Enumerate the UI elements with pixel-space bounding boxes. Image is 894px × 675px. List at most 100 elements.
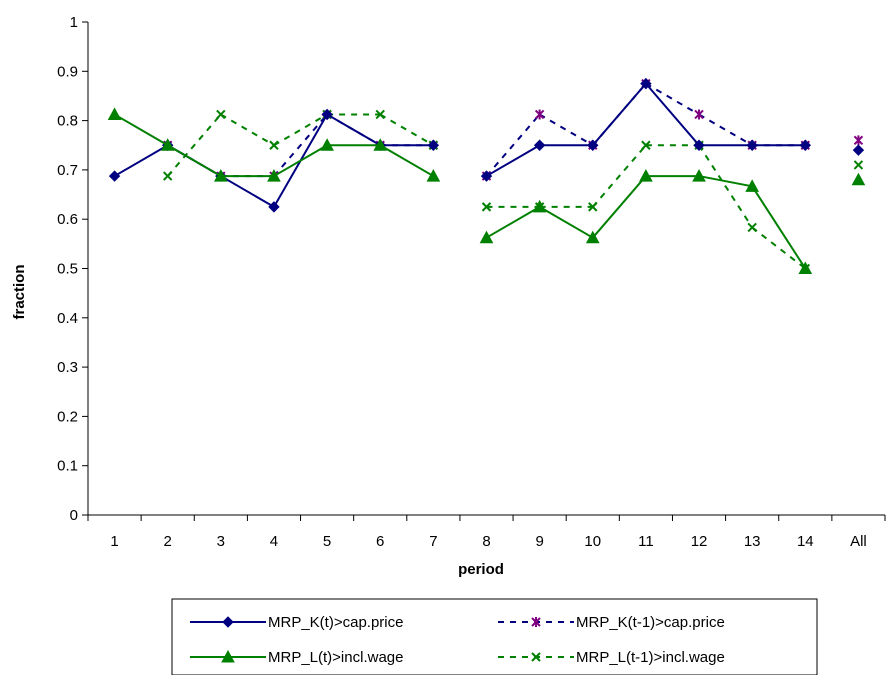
y-tick-label: 0.5: [57, 261, 78, 278]
legend-item: MRP_K(t)>cap.price: [190, 614, 403, 631]
data-point: [320, 138, 334, 151]
data-point: [481, 202, 492, 212]
x-tick-label: 13: [744, 533, 761, 550]
data-point: [694, 109, 704, 120]
series-line-segment: [751, 185, 807, 270]
y-tick-label: 0.4: [57, 310, 78, 327]
series-line-segment: [166, 113, 222, 177]
data-point: [745, 179, 760, 192]
data-point: [532, 199, 547, 213]
legend-label: MRP_L(t)>incl.wage: [268, 649, 403, 666]
data-point: [587, 139, 599, 151]
data-point: [267, 169, 281, 182]
y-tick-label: 1: [70, 14, 78, 31]
plot-area: [107, 77, 866, 274]
y-tick-label: 0.8: [57, 113, 78, 130]
series-line-segment: [273, 144, 328, 177]
data-point: [640, 77, 652, 90]
data-point: [853, 135, 864, 146]
series-line-segment: [114, 144, 169, 177]
legend-swatch-marker: [222, 616, 234, 628]
y-tick-label: 0.7: [57, 162, 78, 179]
data-point: [427, 139, 440, 151]
data-point: [851, 172, 866, 186]
legend-item: MRP_L(t-1)>incl.wage: [498, 649, 725, 666]
data-point: [853, 160, 864, 170]
series-line-segment: [326, 113, 381, 147]
data-point: [373, 138, 388, 151]
series-2: [107, 107, 866, 274]
legend: MRP_K(t)>cap.price MRP_K(t-1)>cap.price MR…: [171, 598, 818, 675]
y-tick-label: 0.3: [57, 359, 78, 376]
legend-item: MRP_K(t-1)>cap.price: [498, 614, 725, 631]
x-tick-label: 8: [482, 533, 490, 550]
series-line-segment: [539, 206, 594, 239]
series-line-segment: [220, 175, 275, 208]
data-point: [269, 140, 279, 150]
x-tick-label: 7: [429, 533, 437, 550]
series-line-segment: [273, 113, 328, 147]
series-line-segment: [167, 144, 222, 177]
series-line-segment: [220, 113, 275, 147]
series-line-segment: [698, 113, 753, 147]
data-point: [692, 169, 706, 182]
x-axis-title: period: [458, 561, 504, 578]
data-point: [107, 107, 122, 120]
series-line-segment: [114, 113, 169, 147]
legend-item: MRP_L(t)>incl.wage: [190, 649, 403, 666]
data-point: [479, 230, 494, 244]
x-tick-label: 1: [110, 533, 118, 550]
data-point: [375, 109, 385, 120]
series-line-segment: [592, 175, 647, 239]
y-tick-label: 0: [70, 507, 78, 524]
x-tick-label: 5: [323, 533, 331, 550]
data-point: [321, 108, 333, 121]
legend-label: MRP_K(t-1)>cap.price: [576, 614, 725, 631]
data-point: [588, 202, 598, 212]
series-line-segment: [485, 113, 541, 177]
data-point: [639, 169, 653, 182]
data-point: [746, 139, 758, 151]
legend-box: [171, 598, 818, 675]
series-line-segment: [592, 144, 647, 208]
data-point: [426, 169, 441, 182]
data-point: [480, 170, 493, 182]
data-point: [852, 144, 865, 156]
data-point: [108, 170, 121, 182]
series-line-segment: [379, 144, 434, 177]
y-tick-label: 0.9: [57, 63, 78, 80]
x-tick-label: 2: [164, 533, 172, 550]
series-line-segment: [592, 82, 647, 146]
series-line-segment: [539, 113, 594, 147]
data-point: [799, 139, 812, 151]
y-tick-label: 0.1: [57, 458, 78, 475]
x-tick-label: 3: [217, 533, 225, 550]
data-point: [693, 139, 705, 151]
x-tick-label: 10: [584, 533, 601, 550]
data-point: [534, 109, 545, 120]
data-point: [162, 171, 173, 181]
legend-swatch-marker: [531, 617, 541, 627]
y-tick-label: 0.6: [57, 211, 78, 228]
x-tick-label: 9: [535, 533, 543, 550]
series-line-segment: [485, 206, 541, 239]
data-point: [213, 169, 228, 182]
legend-label: MRP_L(t-1)>incl.wage: [576, 649, 725, 666]
data-point: [160, 138, 175, 151]
x-tick-label: 4: [270, 533, 278, 550]
x-tick-label: All: [850, 533, 867, 550]
series-line-segment: [698, 175, 753, 188]
series-line-segment: [645, 82, 700, 146]
data-point: [747, 222, 757, 233]
series-0: [108, 77, 865, 213]
series-line-segment: [273, 113, 328, 177]
x-tick-label: 6: [376, 533, 384, 550]
series-line-segment: [645, 82, 700, 116]
x-tick-label: 11: [638, 533, 654, 550]
y-axis-title: fraction: [11, 264, 28, 319]
series-1: [162, 78, 864, 182]
data-point: [268, 201, 280, 213]
axes: 00.10.20.30.40.50.60.70.80.911 2 3 4 5 6 7 8 9 10…: [57, 14, 886, 550]
series-line-segment: [751, 226, 806, 270]
data-point: [798, 261, 813, 274]
